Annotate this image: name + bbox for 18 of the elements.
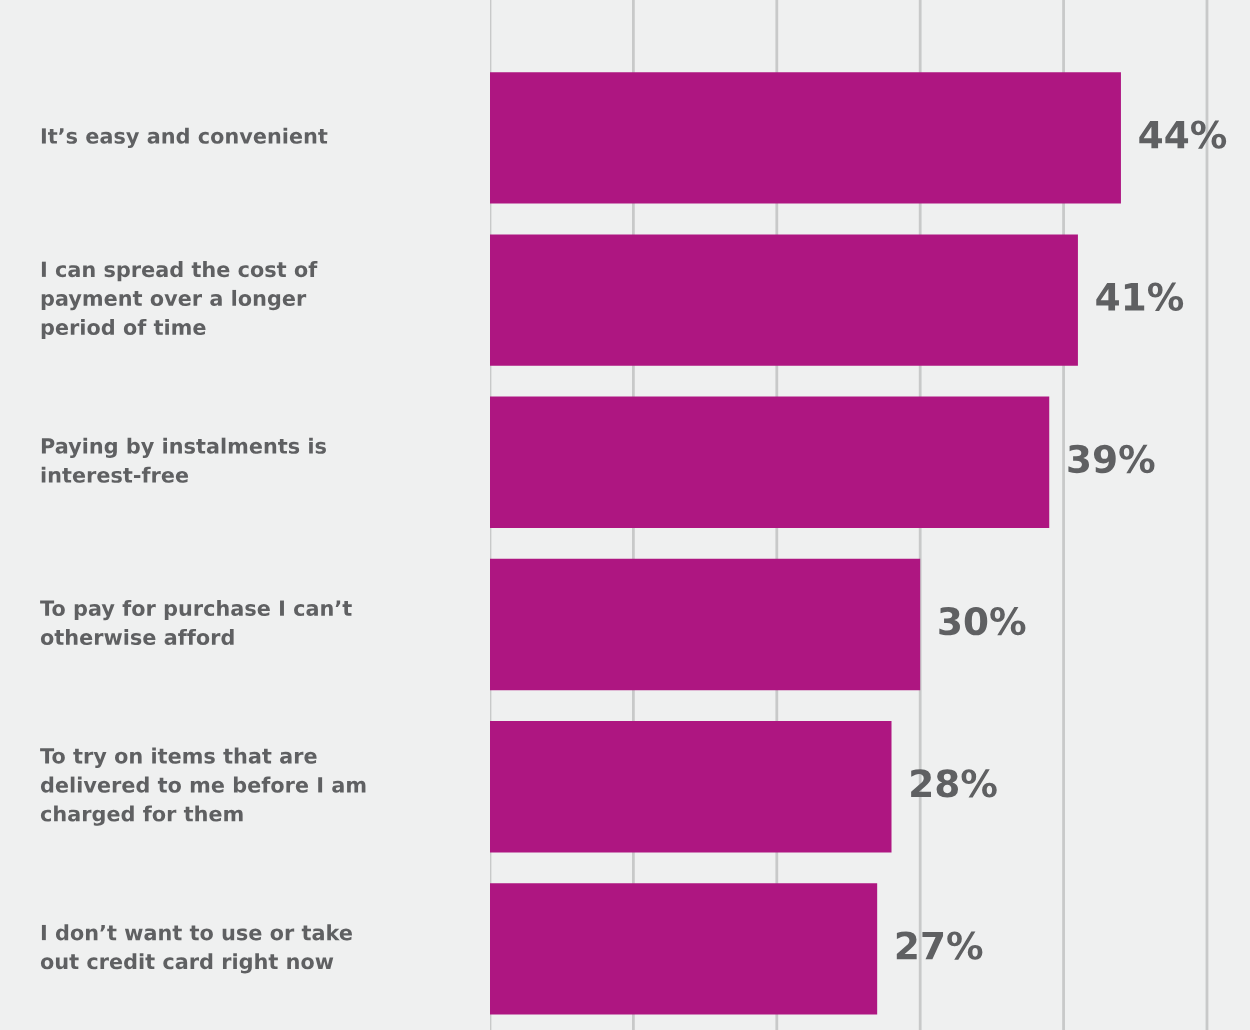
y-tick-label: I can spread the cost of payment over a longer period of time — [41, 261, 318, 340]
y-tick-label: It’s easy and convenient — [41, 127, 328, 149]
data-label: 27% — [896, 931, 983, 960]
y-tick-label: I don’t want to use or take out credit card right now — [40, 924, 352, 974]
bar — [490, 883, 878, 1015]
y-tick-label: To try on items that are delivered to me before I am charged for them — [40, 747, 366, 826]
bar — [490, 234, 1078, 366]
data-label: 39% — [1068, 444, 1155, 474]
y-tick-label: Paying by instalments is interest-free — [41, 437, 326, 483]
bar — [490, 396, 1050, 528]
data-label: 44% — [1139, 120, 1227, 149]
data-label: 41% — [1096, 282, 1184, 311]
bar — [490, 558, 921, 691]
data-label: 28% — [911, 769, 997, 798]
bar — [490, 721, 892, 853]
bar — [490, 72, 1121, 204]
data-label: 30% — [939, 607, 1026, 636]
y-tick-label: To pay for purchase I can’t otherwise afford — [40, 599, 352, 646]
